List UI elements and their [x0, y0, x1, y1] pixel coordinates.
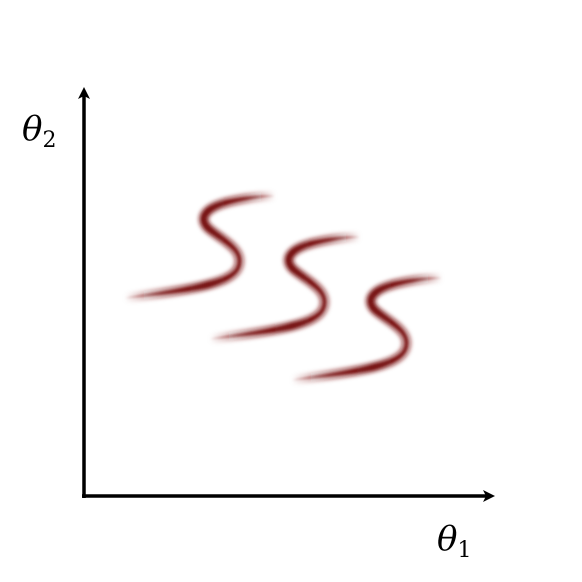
x-axis-subscript: 1 [457, 538, 471, 563]
x-axis-symbol: θ [437, 519, 457, 559]
density-modes [120, 191, 447, 385]
density-mode-2 [205, 232, 365, 344]
density-mode-3 [287, 273, 447, 385]
y-axis-subscript: 2 [42, 128, 56, 153]
y-axis-label: θ2 [22, 109, 56, 153]
density-mode-1 [120, 191, 280, 303]
x-axis-label: θ1 [437, 519, 471, 563]
y-axis-symbol: θ [22, 109, 42, 149]
axes [78, 87, 495, 502]
